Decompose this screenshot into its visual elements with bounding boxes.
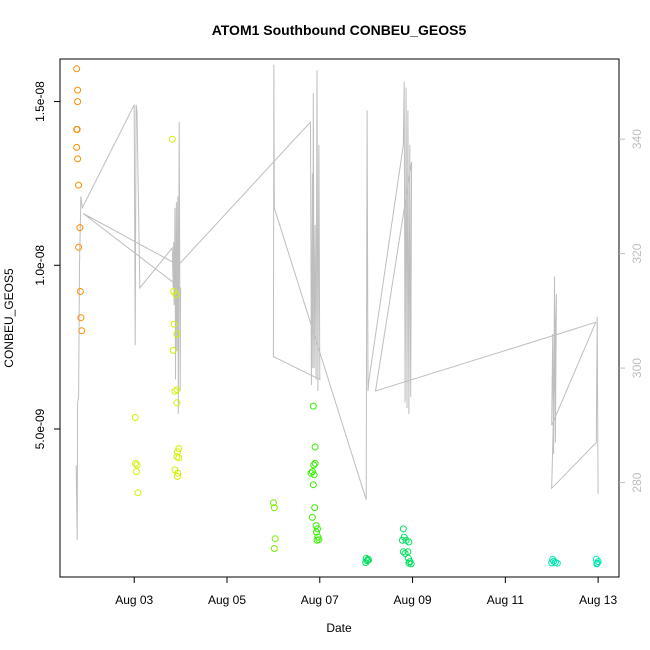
plot-frame [59, 58, 620, 578]
y-right-tick-label: 320 [630, 243, 644, 263]
scatter-point [405, 538, 413, 546]
scatter-point [78, 327, 86, 335]
scatter-point [74, 98, 82, 106]
y-right-tick-label: 340 [630, 129, 644, 149]
y-left-tick-label: 5.0e-09 [33, 408, 47, 449]
x-tick-label: Aug 05 [208, 593, 246, 607]
scatter-point [310, 461, 318, 469]
scatter-point [269, 499, 277, 507]
x-tick-label: Aug 07 [301, 593, 339, 607]
scatter-point [173, 473, 181, 480]
scatter-point [407, 560, 415, 568]
scatter-point [73, 65, 81, 73]
y-axis-label: CONBEU_GEOS5 [2, 268, 16, 368]
scatter-point [311, 504, 319, 512]
chart-title: ATOM1 Southbound CONBEU_GEOS5 [212, 22, 467, 38]
scatter-point [173, 386, 181, 394]
scatter-point [131, 414, 139, 421]
y-right-tick-label: 300 [630, 358, 644, 378]
line-series [75, 64, 599, 540]
scatter-point [173, 399, 181, 407]
x-tick-label: Aug 09 [394, 593, 432, 607]
scatter-point [314, 525, 321, 533]
scatter-point [310, 471, 318, 479]
scatter-point [76, 288, 84, 295]
scatter-point [75, 181, 83, 189]
scatter-point [399, 525, 407, 533]
scatter-point [168, 135, 176, 143]
scatter-point [553, 559, 561, 567]
scatter-point [362, 559, 370, 567]
scatter-point [315, 536, 323, 544]
scatter-point [133, 468, 140, 476]
scatter-point [73, 125, 81, 133]
scatter-point [270, 504, 278, 512]
x-tick-label: Aug 03 [115, 593, 153, 607]
scatter-point [592, 555, 600, 563]
scatter-point [398, 536, 406, 544]
scatter-point [593, 560, 601, 568]
scatter-point [271, 535, 279, 543]
y-right-tick-label: 280 [630, 472, 644, 492]
scatter-point [75, 243, 83, 251]
x-tick-label: Aug 11 [487, 593, 524, 607]
plot-region [73, 64, 602, 568]
scatter-point [134, 489, 142, 497]
scatter-point [77, 314, 85, 322]
scatter-point [175, 445, 183, 453]
scatter-point [399, 548, 407, 556]
scatter-point [74, 86, 82, 94]
scatter-point [312, 522, 320, 530]
scatter-point [313, 528, 320, 536]
x-axis-label: Date [326, 621, 352, 635]
scatter-point [175, 454, 183, 462]
scatter-point [309, 481, 317, 489]
scatter-point [132, 459, 140, 467]
scatter-point [404, 548, 412, 556]
scatter-point [308, 513, 316, 521]
scatter-point [74, 155, 82, 163]
scatter-point [133, 461, 141, 469]
scatter-point [172, 291, 180, 299]
y-left-tick-label: 1.0e-08 [33, 245, 47, 286]
scatter-point [76, 224, 84, 232]
scatter-point [270, 545, 278, 552]
scatter-point [311, 443, 319, 451]
scatter-point [73, 143, 81, 151]
scatter-point [169, 346, 177, 354]
scatter-point [309, 402, 317, 410]
scatter-point [311, 459, 319, 467]
scatter-point [173, 330, 181, 338]
scatter-point [174, 469, 182, 477]
x-tick-label: Aug 13 [579, 593, 617, 607]
scatter-point [404, 554, 412, 562]
scatter-point [170, 320, 178, 328]
y-left-tick-label: 1.5e-08 [33, 81, 47, 122]
scatter-point [171, 387, 179, 395]
